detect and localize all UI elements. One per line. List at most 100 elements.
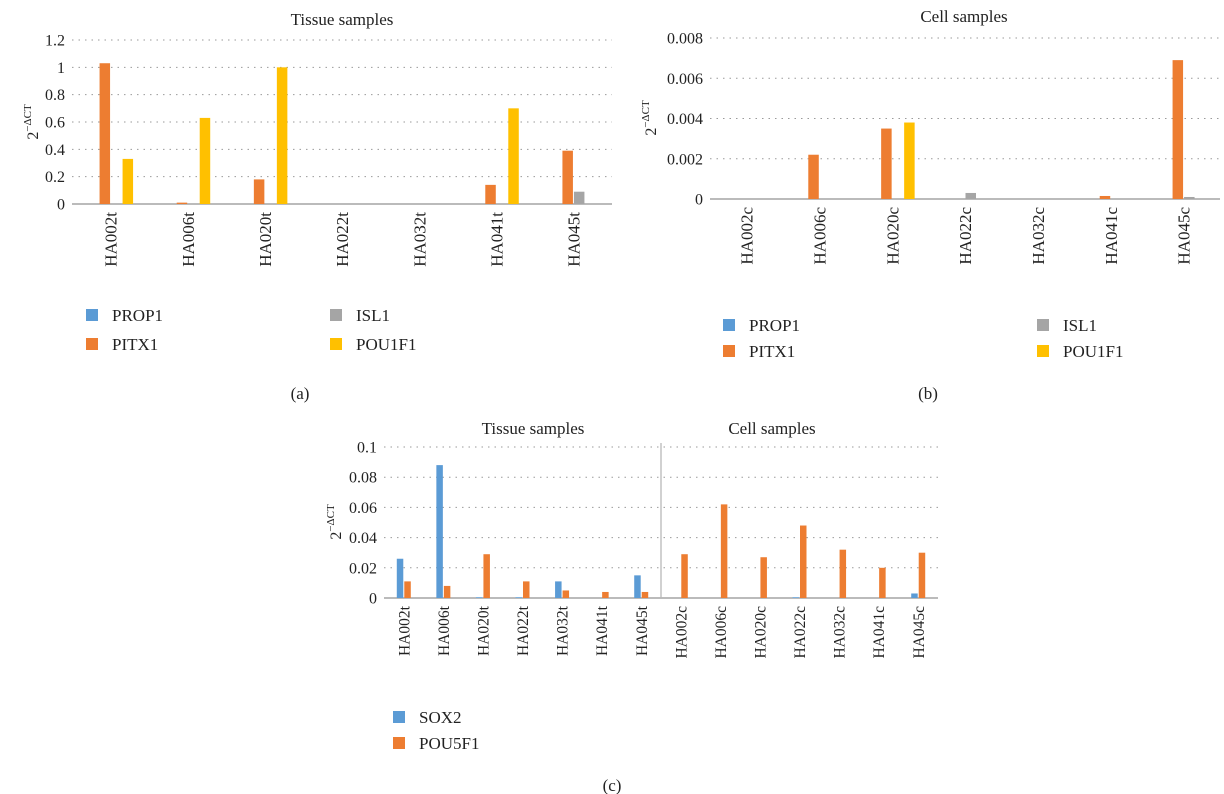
y-tick-label: 1 [57, 60, 65, 77]
legend-swatch-sox2 [393, 711, 405, 723]
legend-label-pou1f1: POU1F1 [1063, 342, 1123, 361]
bar-sox2-ha045t [634, 575, 641, 598]
x-category-label: HA032c [1029, 207, 1048, 265]
y-axis-label-exponent: −ΔCT [22, 104, 34, 132]
x-category-label: HA006c [810, 207, 829, 265]
x-category-label: HA041t [487, 212, 506, 267]
x-category-label: HA006t [436, 605, 453, 656]
legend-swatch-prop1 [723, 319, 735, 331]
bar-pou1f1-ha006t [199, 117, 211, 204]
bar-pou1f1-ha020t [276, 67, 288, 204]
x-category-label: HA032t [555, 605, 572, 656]
legend-swatch-isl1 [1037, 319, 1049, 331]
x-category-label: HA006t [179, 212, 198, 267]
y-tick-label: 0.6 [45, 115, 65, 132]
legend-swatch-pou1f1 [330, 338, 342, 350]
bar-pou5f1-ha041c [879, 567, 886, 598]
y-axis-label-exponent: −ΔCT [640, 100, 652, 128]
x-category-label: HA022t [515, 605, 532, 656]
x-category-label: HA002t [396, 605, 413, 656]
bar-pou5f1-ha006c [720, 504, 728, 598]
y-axis-label: 2−ΔCT [640, 100, 660, 136]
bar-pitx1-ha006t [176, 202, 188, 204]
y-tick-label: 0.004 [667, 111, 703, 128]
x-category-label: HA045t [565, 212, 584, 267]
x-category-label: HA002c [673, 606, 690, 659]
x-category-label: HA041c [871, 606, 888, 659]
bar-pou1f1-ha041t [508, 108, 519, 204]
x-category-label: HA022t [333, 212, 352, 267]
bar-sox2-ha022t [515, 597, 522, 598]
x-category-label: HA002t [102, 212, 121, 267]
x-category-label: HA045t [634, 605, 651, 656]
x-category-label: HA020c [753, 606, 770, 659]
y-tick-label: 0.02 [349, 560, 377, 577]
legend-label-pou5f1: POU5F1 [419, 734, 479, 753]
legend-swatch-prop1 [86, 309, 98, 321]
bar-pitx1-ha041c [1099, 195, 1111, 199]
legend-label-prop1: PROP1 [112, 306, 163, 325]
bar-pou5f1-ha022c [800, 525, 807, 598]
x-category-label: HA045c [1175, 207, 1194, 265]
x-category-label: HA032t [410, 212, 429, 267]
legend-label-pou1f1: POU1F1 [356, 335, 416, 354]
bar-pou5f1-ha045t [641, 591, 649, 598]
legend-label-sox2: SOX2 [419, 708, 462, 727]
y-tick-label: 0.006 [667, 71, 703, 88]
panel-a-tissue-chart: Tissue samples 0 0.2 0.4 0.6 0.8 1 1.2 2−ΔCT HA00… [22, 10, 612, 403]
legend-label-pitx1: PITX1 [112, 335, 158, 354]
chart-title: Tissue samples [291, 10, 394, 29]
legend-swatch-isl1 [330, 309, 342, 321]
bar-sox2-ha020t [475, 597, 483, 598]
y-tick-label: 0.1 [357, 440, 377, 457]
legend-swatch-pitx1 [86, 338, 98, 350]
bar-pou5f1-ha041t [602, 591, 609, 598]
legend-swatch-pou5f1 [393, 737, 405, 749]
bar-pitx1-ha006c [808, 154, 819, 199]
bar-pitx1-ha002t [99, 63, 111, 204]
legend-swatch-pitx1 [723, 345, 735, 357]
bar-pitx1-ha020c [881, 128, 892, 199]
x-category-label: HA045c [911, 606, 928, 659]
x-category-label: HA002c [738, 207, 757, 265]
legend-swatch-pou1f1 [1037, 345, 1049, 357]
y-axis-label-base: 2 [328, 532, 345, 540]
bar-sox2-ha045c [911, 593, 918, 598]
y-tick-label: 0 [695, 192, 703, 209]
bar-pou5f1-ha020c [760, 557, 767, 598]
legend-label-isl1: ISL1 [1063, 316, 1097, 335]
bar-sox2-ha022c [792, 597, 799, 598]
bar-pou5f1-ha020t [483, 554, 490, 598]
y-tick-label: 0.4 [45, 142, 65, 159]
x-category-label: HA020t [476, 605, 493, 656]
x-category-label: HA041t [594, 605, 611, 656]
bar-pou1f1-ha002t [122, 158, 134, 204]
bar-isl1-ha045c [1184, 196, 1195, 199]
y-tick-label: 0.8 [45, 87, 65, 104]
x-category-label: HA020t [256, 212, 275, 267]
bar-pou1f1-ha020c [904, 122, 915, 199]
x-category-label: HA032c [832, 606, 849, 659]
bar-pitx1-ha045c [1172, 60, 1184, 200]
y-axis-label-base: 2 [643, 128, 660, 136]
x-category-label: HA022c [792, 606, 809, 659]
x-category-label: HA006c [713, 606, 730, 659]
bar-pou5f1-ha006t [443, 585, 451, 598]
bar-pitx1-ha041t [485, 184, 496, 204]
bar-pitx1-ha020t [253, 179, 265, 204]
bar-pou5f1-ha022t [523, 581, 530, 598]
bar-pitx1-ha045t [562, 150, 573, 204]
y-tick-label: 0.2 [45, 169, 65, 186]
y-tick-label: 0.04 [349, 530, 377, 547]
bar-sox2-ha006t [436, 465, 443, 598]
group-title: Cell samples [728, 419, 815, 438]
bar-isl1-ha045t [573, 191, 585, 204]
chart-title: Cell samples [920, 7, 1007, 26]
legend-label-prop1: PROP1 [749, 316, 800, 335]
y-tick-label: 1.2 [45, 33, 65, 50]
bar-pou5f1-ha032c [839, 549, 847, 598]
y-axis-label-exponent: −ΔCT [325, 504, 337, 532]
group-title: Tissue samples [482, 419, 585, 438]
y-tick-label: 0.06 [349, 500, 377, 517]
